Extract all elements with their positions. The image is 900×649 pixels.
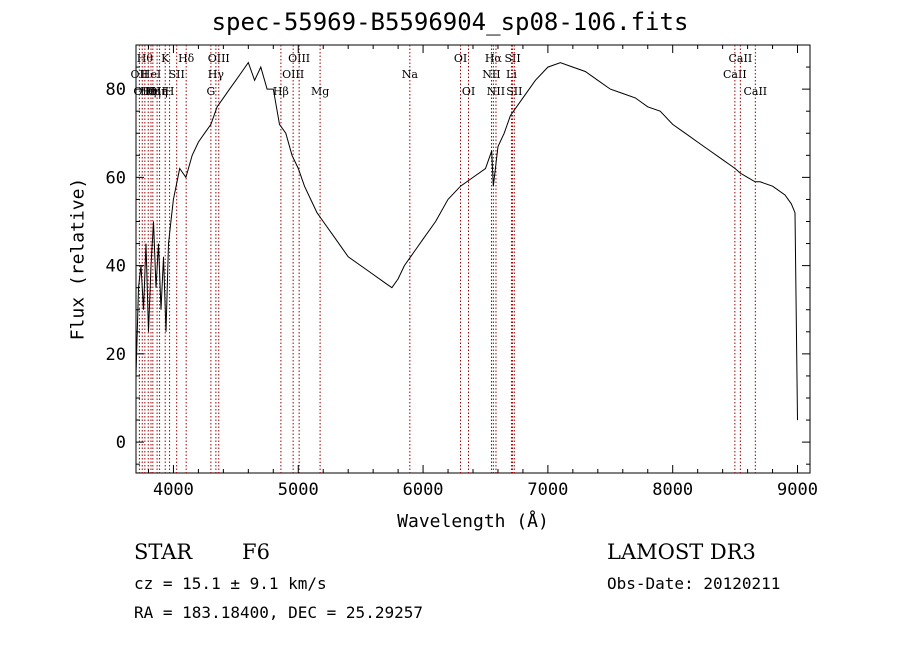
y-tick-label: 60 (106, 168, 126, 188)
y-tick-label: 20 (106, 345, 126, 365)
line-marker-label: Hη (151, 85, 167, 98)
object-subclass: F6 (242, 540, 270, 564)
x-tick-label: 7000 (527, 480, 568, 500)
line-marker-label: OII (131, 68, 149, 81)
line-marker-label: Mg (311, 85, 329, 98)
x-tick-label: 6000 (403, 480, 444, 500)
line-marker-label: K (161, 52, 170, 65)
line-marker-label: G (206, 85, 215, 98)
line-marker-label: OI (462, 85, 475, 98)
line-marker-label: Hδ (178, 52, 195, 65)
axis-ticks: 4000 5000 6000 7000 8000 9000 0 20 40 60 80 (106, 45, 818, 500)
line-marker-label: OII (148, 85, 166, 98)
line-marker-label: OI (454, 52, 467, 65)
line-marker-label: Hβ (273, 85, 289, 98)
plot-frame (135, 44, 811, 474)
line-markers: OIIOIIHθHηHeIHηOIIHηKHSIIHδGHγOIIIHβOIII… (131, 45, 767, 473)
x-axis-label: Wavelength (Å) (397, 511, 549, 532)
line-marker-label: SII (506, 85, 522, 98)
x-tick-label: 5000 (278, 480, 319, 500)
line-marker-label: Hα (485, 52, 503, 65)
y-axis-label: Flux (relative) (67, 177, 89, 341)
observation-date: Obs-Date: 20120211 (607, 574, 781, 593)
line-marker-label: CaII (723, 68, 747, 81)
line-marker-label: Hγ (208, 68, 225, 81)
x-tick-label: 4000 (153, 480, 194, 500)
line-marker-label: CaII (729, 52, 753, 65)
y-tick-label: 0 (116, 433, 126, 453)
line-marker-label: OII (133, 85, 151, 98)
y-tick-label: 80 (106, 80, 126, 100)
coordinates-text: RA = 183.18400, DEC = 25.29257 (134, 603, 423, 622)
flux-series-line (135, 61, 798, 421)
line-marker-label: Hη (140, 85, 156, 98)
line-marker-label: OIII (282, 68, 304, 81)
line-marker-label: NII (487, 85, 505, 98)
chart-title: spec-55969-B5596904_sp08-106.fits (211, 8, 689, 36)
line-marker-label: OIII (288, 52, 310, 65)
object-class: STAR (134, 540, 193, 564)
line-marker-label: NII (482, 68, 500, 81)
y-tick-label: 40 (106, 257, 126, 277)
line-marker-label: CaII (743, 85, 767, 98)
line-marker-label: Hθ (137, 52, 154, 65)
survey-name: LAMOST DR3 (607, 540, 756, 564)
line-marker-label: Li (506, 68, 517, 81)
line-marker-label: H (165, 85, 175, 98)
line-marker-label: HeI (141, 68, 161, 81)
x-tick-label: 8000 (652, 480, 693, 500)
line-marker-label: Na (402, 68, 419, 81)
line-marker-label: SII (504, 52, 520, 65)
line-marker-label: OIII (208, 52, 230, 65)
x-tick-label: 9000 (777, 480, 818, 500)
line-marker-label: SII (169, 68, 185, 81)
redshift-text: cz = 15.1 ± 9.1 km/s (134, 574, 327, 593)
